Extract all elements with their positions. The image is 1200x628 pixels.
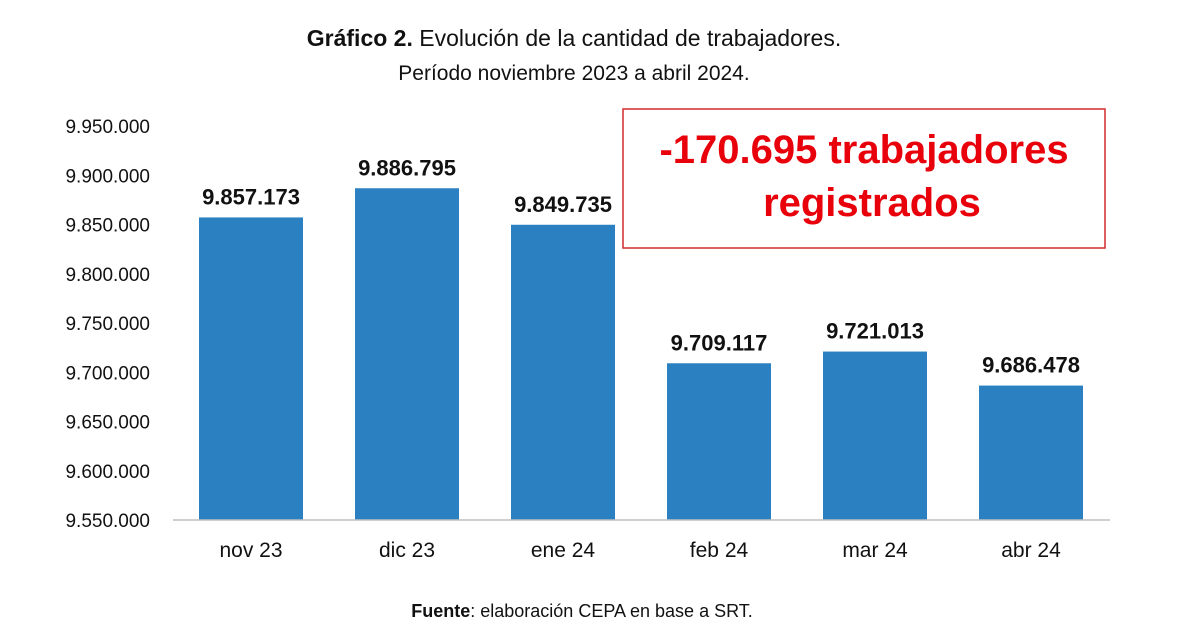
bar bbox=[355, 188, 459, 520]
data-label: 9.886.795 bbox=[358, 155, 456, 180]
y-tick-label: 9.700.000 bbox=[65, 363, 150, 384]
bar bbox=[667, 363, 771, 520]
annotation-line-1: -170.695 trabajadores bbox=[659, 128, 1068, 172]
bar bbox=[511, 224, 615, 520]
chart-title: Gráfico 2. Evolución de la cantidad de t… bbox=[307, 25, 841, 51]
data-label: 9.686.478 bbox=[982, 353, 1080, 378]
y-tick-label: 9.950.000 bbox=[65, 117, 150, 138]
source-note: Fuente: elaboración CEPA en base a SRT. bbox=[411, 601, 753, 621]
y-tick-label: 9.600.000 bbox=[65, 462, 150, 483]
data-label: 9.849.735 bbox=[514, 192, 612, 217]
x-tick-label: abr 24 bbox=[1001, 539, 1061, 562]
y-tick-label: 9.750.000 bbox=[65, 314, 150, 335]
data-label: 9.721.013 bbox=[826, 319, 924, 344]
bar bbox=[979, 385, 1083, 520]
annotation-box: -170.695 trabajadores registrados bbox=[622, 108, 1106, 249]
bar bbox=[199, 217, 303, 520]
x-tick-label: mar 24 bbox=[842, 539, 908, 562]
annotation-line-2: registrados bbox=[763, 181, 981, 225]
chart-subtitle: Período noviembre 2023 a abril 2024. bbox=[398, 62, 749, 85]
bars: 9.857.173 9.886.795 9.849.735 9.709.117 9.72… bbox=[199, 155, 1083, 520]
x-tick-label: feb 24 bbox=[690, 539, 749, 562]
x-tick-label: nov 23 bbox=[219, 539, 282, 562]
data-label: 9.857.173 bbox=[202, 184, 300, 209]
x-tick-label: dic 23 bbox=[379, 539, 435, 562]
y-tick-label: 9.550.000 bbox=[65, 511, 150, 532]
y-tick-label: 9.800.000 bbox=[65, 265, 150, 286]
y-tick-label: 9.850.000 bbox=[65, 216, 150, 237]
y-axis: 9.550.000 9.600.000 9.650.000 9.700.000 9.75… bbox=[65, 117, 150, 532]
bar bbox=[823, 351, 927, 520]
data-label: 9.709.117 bbox=[671, 330, 768, 355]
y-tick-label: 9.650.000 bbox=[65, 413, 150, 434]
x-axis: nov 23 dic 23 ene 24 feb 24 mar 24 abr 24 bbox=[219, 539, 1061, 562]
y-tick-label: 9.900.000 bbox=[65, 166, 150, 187]
x-tick-label: ene 24 bbox=[531, 539, 596, 562]
